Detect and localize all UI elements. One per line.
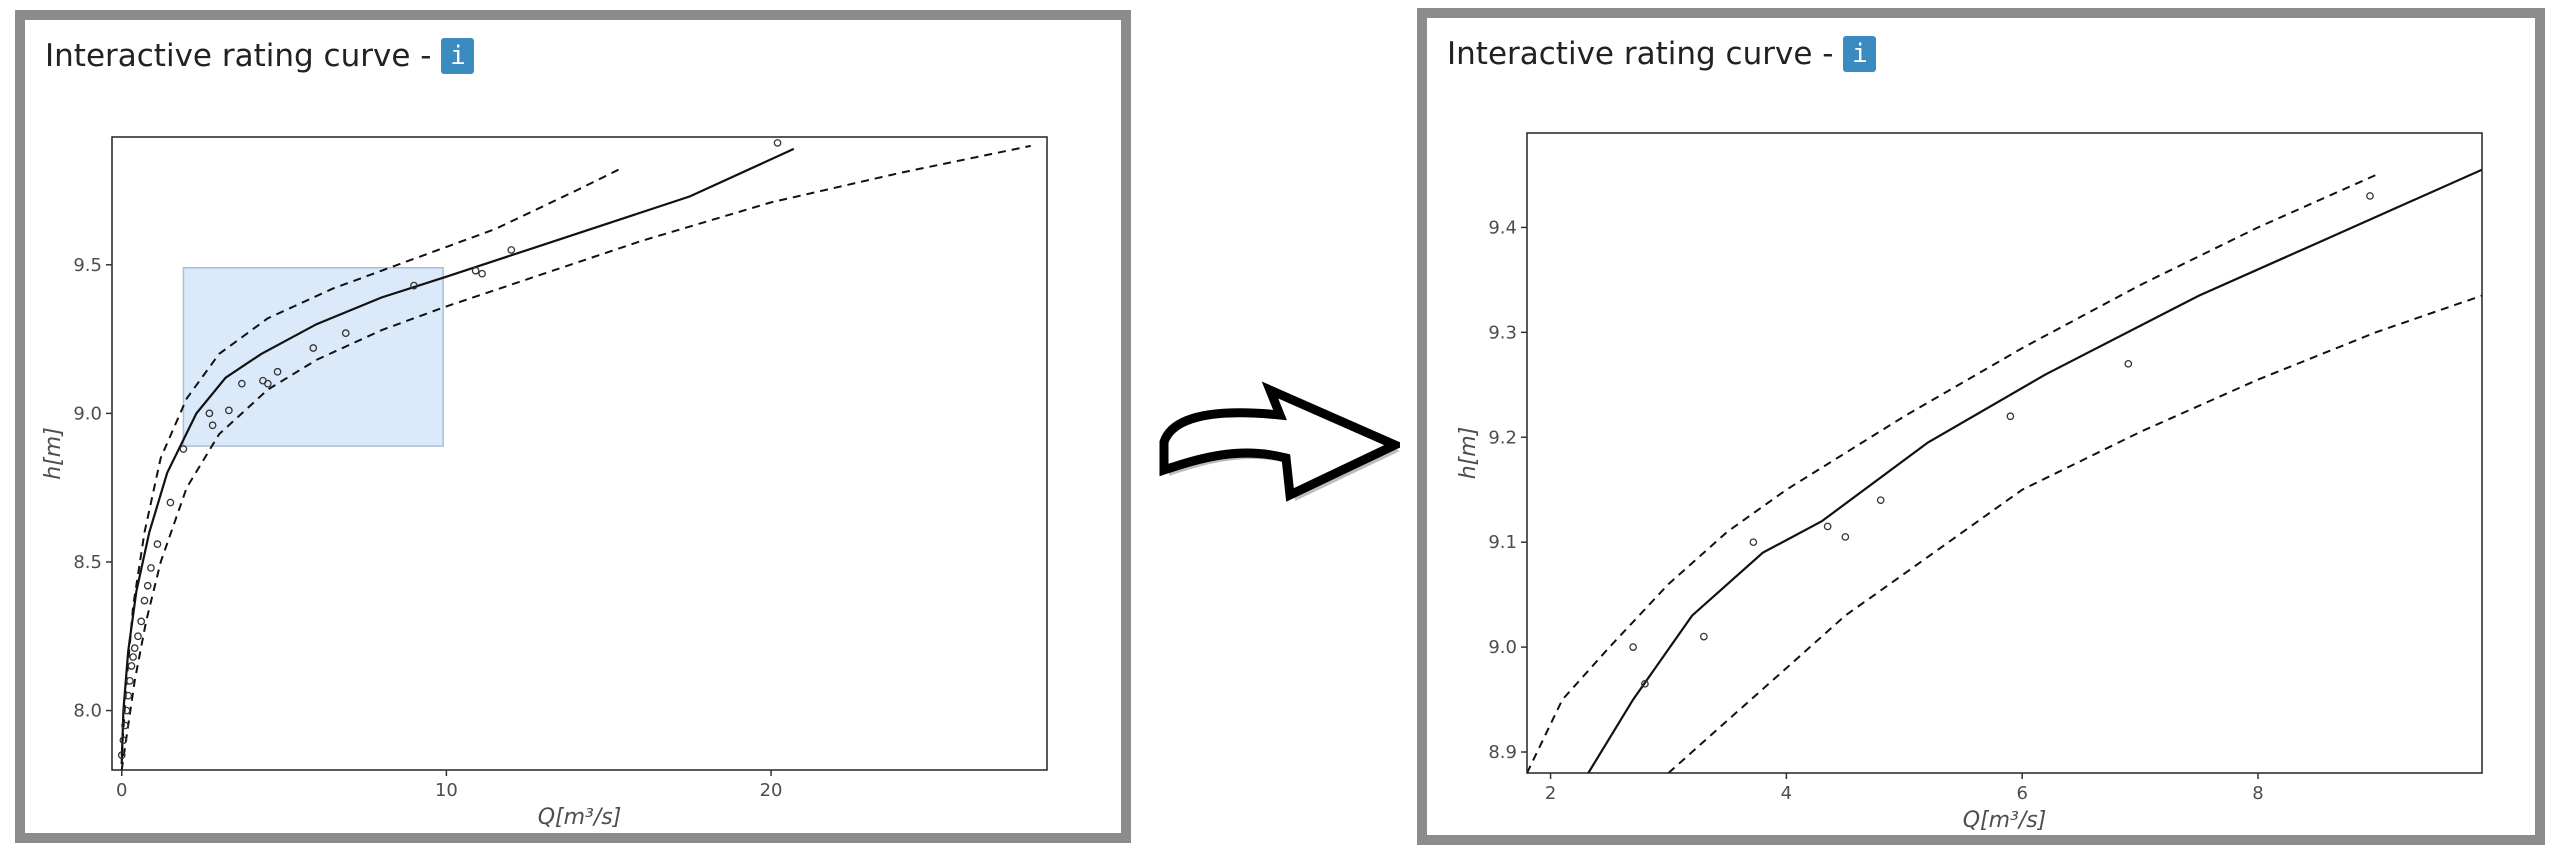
zoomed-rating-curve-plot[interactable]: 2 4 6 8 8.9 9.0 9.1 9.2 9.3 9.4 Q[m³/s] h[m]: [1427, 18, 2535, 835]
confidence-bound-line: [120, 144, 1032, 770]
observation-point: [134, 632, 142, 641]
observation-point: [1641, 679, 1649, 688]
observation-point: [1700, 632, 1708, 641]
x-axis-label: Q[m³/s]: [538, 805, 622, 830]
y-tick-label: 9.5: [73, 255, 102, 276]
observation-point: [117, 751, 126, 759]
observation-point: [2006, 412, 2015, 421]
observation-point: [507, 246, 516, 254]
observation-point: [122, 706, 131, 715]
observation-point: [1876, 496, 1885, 505]
plot-series-group: [1527, 168, 2482, 773]
observation-point: [471, 266, 480, 275]
curved-arrow-right-icon: [1159, 381, 1400, 502]
x-tick-label: 6: [2016, 783, 2027, 804]
observation-point: [238, 379, 246, 388]
y-tick-label: 8.5: [73, 552, 102, 573]
observation-point: [127, 662, 136, 670]
x-tick-label: 10: [435, 780, 458, 801]
observation-point: [129, 653, 137, 661]
observation-point: [273, 367, 282, 376]
observation-point: [147, 564, 155, 572]
plot-frame: [111, 136, 1048, 771]
observation-point: [773, 139, 782, 147]
observation-point: [478, 269, 486, 278]
observation-point: [179, 445, 188, 453]
panel-header: Interactive rating curve - i: [45, 38, 475, 74]
x-axis-label: Q[m³/s]: [1963, 808, 2047, 833]
plot-series-group: [117, 139, 1032, 770]
x-tick-label: 4: [1781, 783, 1792, 804]
y-tick-label: 9.2: [1488, 427, 1517, 448]
panel-header: Interactive rating curve - i: [1447, 36, 1877, 72]
observation-point: [126, 676, 134, 685]
observation-point: [124, 691, 133, 700]
x-tick-label: 20: [760, 780, 783, 801]
info-icon[interactable]: i: [441, 38, 475, 74]
confidence-bound-line: [120, 168, 619, 756]
panel-title: Interactive rating curve -: [45, 38, 432, 74]
observation-point: [137, 617, 146, 626]
y-tick-label: 9.0: [1488, 637, 1517, 658]
y-tick-label: 9.4: [1488, 217, 1517, 238]
y-tick-label: 9.1: [1488, 532, 1517, 553]
y-tick-label: 9.3: [1488, 322, 1517, 343]
observation-point: [2124, 359, 2133, 368]
observation-point: [1629, 643, 1637, 651]
observation-point: [143, 581, 152, 590]
observation-point: [341, 329, 350, 337]
observation-point: [208, 421, 217, 430]
observation-point: [119, 736, 128, 745]
rating-curve-line: [120, 147, 795, 765]
zoom-selection-rectangle[interactable]: [182, 267, 444, 447]
confidence-bound-line: [1667, 294, 2482, 773]
observation-point: [121, 721, 129, 730]
observation-point: [410, 281, 418, 290]
observation-point: [225, 406, 233, 415]
x-tick-label: 8: [2252, 783, 2263, 804]
x-tick-label: 0: [116, 780, 127, 801]
observation-point: [259, 376, 267, 385]
observation-point: [166, 498, 175, 507]
observation-point: [309, 344, 318, 352]
y-tick-label: 9.0: [73, 403, 102, 424]
rating-curve-line: [1587, 168, 2482, 773]
observation-point: [1823, 522, 1832, 531]
observation-point: [130, 644, 139, 653]
x-tick-label: 2: [1545, 783, 1556, 804]
info-icon[interactable]: i: [1843, 36, 1877, 72]
right-chart-panel: Interactive rating curve - i 2 4 6 8 8.9 9.0 9…: [1417, 8, 2545, 845]
confidence-bound-line: [1527, 174, 2377, 773]
y-axis-label: h[m]: [1456, 427, 1481, 480]
observation-point: [2366, 192, 2374, 200]
y-axis-label: h[m]: [41, 427, 66, 480]
observation-point: [1841, 533, 1850, 541]
observation-point: [205, 409, 214, 418]
y-tick-label: 8.0: [73, 701, 102, 722]
observation-point: [1749, 538, 1758, 547]
panel-title: Interactive rating curve -: [1447, 36, 1834, 72]
left-chart-panel: Interactive rating curve - i 0 10 20 8.0 8.5…: [15, 10, 1131, 843]
observation-point: [153, 540, 162, 548]
observation-point: [140, 596, 149, 605]
y-tick-label: 8.9: [1488, 742, 1517, 763]
plot-frame: [1526, 132, 2483, 774]
overview-rating-curve-plot[interactable]: 0 10 20 8.0 8.5 9.0 9.5 Q[m³/s] h[m]: [25, 20, 1121, 833]
